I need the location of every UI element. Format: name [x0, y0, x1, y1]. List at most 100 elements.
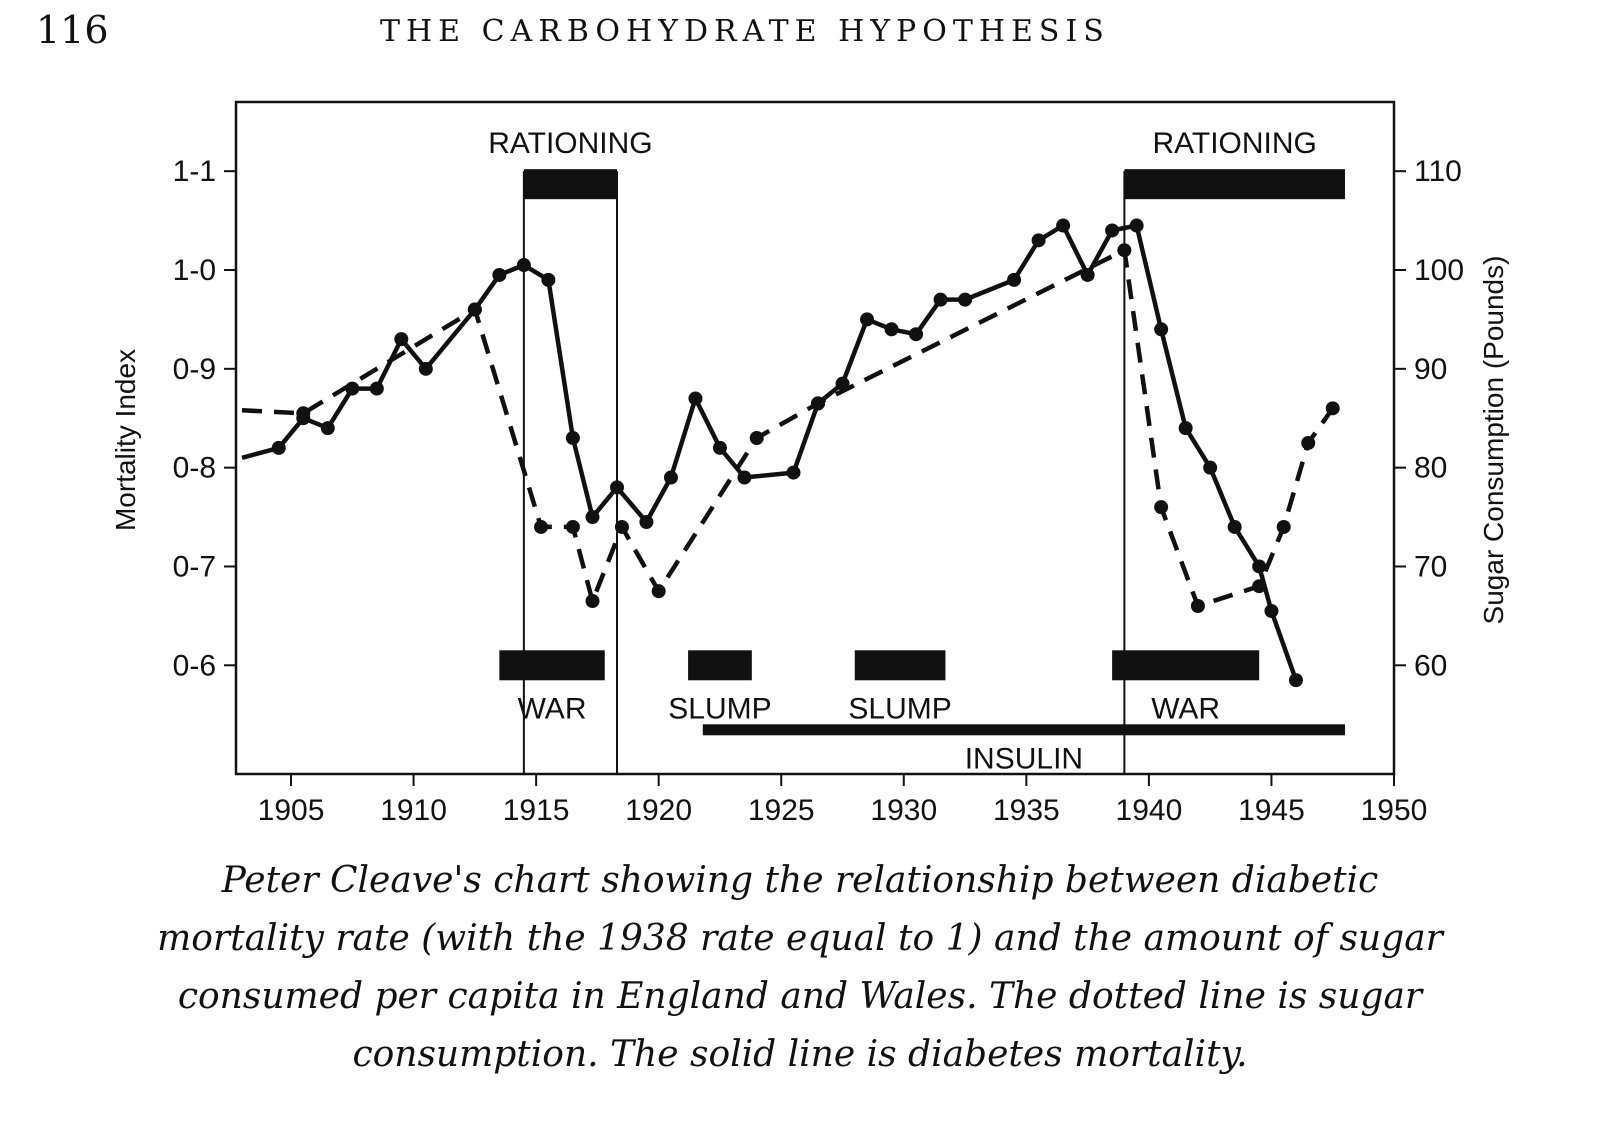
- y2-tick-label: 90: [1414, 353, 1447, 386]
- x-tick-label: 1915: [503, 794, 570, 827]
- diabetes-mortality-point: [418, 361, 433, 376]
- diabetes-mortality-point: [909, 327, 924, 342]
- sugar-consumption-point: [811, 396, 825, 411]
- y-tick-label: 0-8: [173, 452, 216, 485]
- y-tick-label: 0-7: [173, 550, 216, 583]
- chart-bands-layer: RATIONING RATIONING WAR SLUMP SLUMP WAR INSULI…: [488, 127, 1345, 775]
- sugar-consumption-point: [534, 519, 549, 534]
- sugar-consumption-point: [296, 406, 311, 421]
- figure-caption: Peter Cleave's chart showing the relatio…: [157, 860, 1443, 1075]
- diabetes-mortality-point: [369, 381, 384, 396]
- diabetes-mortality-point: [1178, 421, 1193, 436]
- x-tick-label: 1935: [993, 794, 1060, 827]
- diabetes-mortality-point: [585, 510, 600, 525]
- sugar-consumption-point: [749, 431, 764, 445]
- diabetes-mortality-point: [1031, 233, 1046, 248]
- x-tick-label: 1930: [870, 794, 937, 827]
- y-axis-title: Mortality Index: [110, 349, 141, 531]
- diabetes-mortality-line: [241, 223, 1299, 681]
- y-tick-label: 1-1: [173, 155, 216, 188]
- sugar-consumption-point: [565, 519, 580, 534]
- x-tick-label: 1950: [1361, 794, 1428, 827]
- diabetes-mortality-point: [1129, 218, 1144, 233]
- y-tick-label: 1-0: [173, 254, 216, 287]
- y2-tick-label: 80: [1414, 452, 1447, 485]
- diabetes-mortality-point: [516, 258, 531, 273]
- sugar-consumption-point: [1325, 401, 1340, 416]
- sugar-consumption-point: [585, 594, 600, 609]
- chart-series-layer: [241, 218, 1340, 688]
- plot-frame: [234, 100, 1396, 776]
- rationing-label: RATIONING: [1152, 127, 1316, 160]
- event-bar: [1112, 650, 1260, 681]
- diabetes-mortality-point: [884, 322, 899, 337]
- event-label: SLUMP: [848, 692, 951, 725]
- diabetes-mortality-point: [786, 465, 801, 480]
- rationing-label: RATIONING: [488, 127, 652, 160]
- event-label: WAR: [1151, 692, 1220, 725]
- diabetes-mortality-point: [1264, 603, 1279, 618]
- sugar-consumption-point: [1252, 579, 1267, 594]
- sugar-consumption-point: [651, 584, 666, 599]
- rationing-bar: [523, 169, 618, 200]
- y-tick-label: 0-6: [173, 649, 216, 682]
- y2-tick-label: 70: [1414, 550, 1447, 583]
- diabetes-mortality-point: [1080, 267, 1095, 282]
- diabetes-mortality-point: [933, 292, 948, 307]
- diabetes-mortality-point: [565, 431, 580, 445]
- diabetes-mortality-point: [1056, 218, 1071, 233]
- sugar-consumption-line: [241, 247, 1335, 609]
- chart-frame-layer: [234, 100, 1396, 776]
- diabetes-mortality-point: [394, 332, 409, 347]
- event-label: SLUMP: [668, 692, 771, 725]
- sugar-consumption-point: [614, 519, 629, 534]
- page-number: 116: [36, 8, 109, 52]
- event-label: WAR: [518, 692, 587, 725]
- diabetes-mortality-point: [688, 391, 703, 406]
- diabetes-mortality-point: [492, 267, 507, 282]
- sugar-consumption-point: [1117, 243, 1132, 258]
- insulin-bar: [702, 724, 1345, 736]
- sugar-consumption-point: [1301, 435, 1316, 450]
- running-head: THE CARBOHYDRATE HYPOTHESIS: [380, 14, 1110, 49]
- y2-axis-title: Sugar Consumption (Pounds): [1478, 256, 1509, 625]
- diabetes-mortality-point: [1252, 559, 1267, 574]
- diabetes-mortality-point: [712, 440, 727, 455]
- diabetes-mortality-point: [860, 312, 875, 327]
- insulin-label: INSULIN: [965, 742, 1083, 775]
- y2-tick-label: 100: [1414, 254, 1464, 287]
- rationing-bar: [1124, 169, 1345, 200]
- diabetes-mortality-point: [663, 470, 678, 485]
- x-tick-label: 1925: [748, 794, 815, 827]
- diabetes-mortality-point: [1203, 460, 1218, 475]
- diabetes-mortality-point: [1154, 322, 1169, 337]
- diabetes-mortality-point: [737, 470, 752, 485]
- sugar-consumption-point: [1190, 599, 1205, 613]
- y-tick-label: 0-9: [173, 353, 216, 386]
- diabetes-mortality-point: [1007, 272, 1022, 287]
- x-tick-label: 1905: [258, 794, 325, 827]
- diabetes-mortality-point: [958, 292, 973, 307]
- sugar-consumption-point: [467, 302, 482, 317]
- y2-tick-label: 110: [1414, 155, 1462, 188]
- diabetes-mortality-point: [639, 515, 654, 529]
- x-tick-label: 1945: [1238, 794, 1305, 827]
- event-bar: [854, 650, 946, 681]
- chart-axes-layer: 1905 1910 1915 1920 1925 1930 1935 1940 1945 1950…: [173, 155, 1464, 827]
- sugar-consumption-point: [1154, 500, 1169, 515]
- event-bar: [688, 650, 752, 681]
- diabetes-mortality-point: [541, 272, 556, 287]
- diabetes-mortality-point: [1288, 673, 1303, 688]
- x-tick-label: 1920: [625, 794, 692, 827]
- diabetes-mortality-point: [1227, 519, 1242, 534]
- diabetes-mortality-point: [1105, 223, 1120, 238]
- diabetes-mortality-point: [610, 480, 625, 495]
- y2-tick-label: 60: [1414, 649, 1447, 682]
- diabetes-mortality-point: [320, 421, 335, 436]
- chart: 1905 1910 1915 1920 1925 1930 1935 1940 1945 1950…: [110, 100, 1509, 827]
- chart-lines-layer: [522, 171, 1126, 774]
- sugar-consumption-point: [1276, 519, 1291, 534]
- x-tick-label: 1910: [380, 794, 447, 827]
- event-bar: [499, 650, 605, 681]
- x-tick-label: 1940: [1116, 794, 1183, 827]
